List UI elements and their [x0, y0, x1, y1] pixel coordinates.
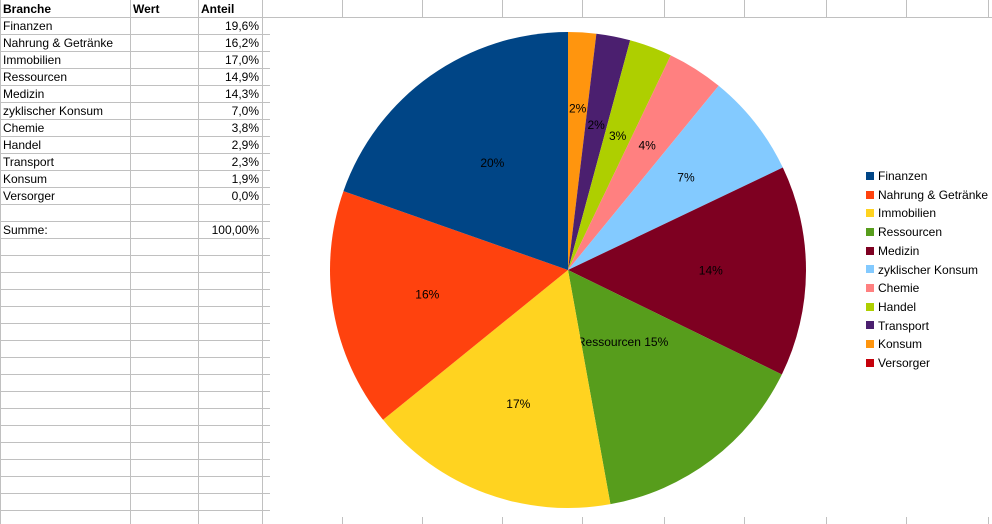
pie-data-label: 4%	[638, 138, 656, 152]
legend-item: Nahrung & Getränke	[866, 187, 988, 203]
branche-cell[interactable]: Chemie	[3, 121, 45, 135]
anteil-cell[interactable]: 0,0%	[231, 189, 259, 203]
anteil-cell[interactable]: 3,8%	[231, 121, 259, 135]
anteil-cell[interactable]: 7,0%	[231, 104, 259, 118]
legend-label: Chemie	[878, 281, 920, 296]
pie-slice-medizin[interactable]	[568, 167, 807, 375]
legend-item: zyklischer Konsum	[866, 262, 978, 278]
legend-item: Chemie	[866, 280, 919, 296]
anteil-cell[interactable]: 17,0%	[224, 53, 259, 67]
sum-value-cell[interactable]: 100,00%	[211, 223, 259, 237]
wert-header[interactable]: Wert	[133, 2, 160, 16]
pie-data-label: 17%	[506, 397, 530, 411]
legend-item: Versorger	[866, 355, 930, 371]
legend-item: Konsum	[866, 336, 922, 352]
anteil-cell[interactable]: 14,3%	[224, 87, 259, 101]
pie-data-label: 20%	[480, 156, 504, 170]
branche-cell[interactable]: Transport	[3, 155, 54, 169]
anteil-cell[interactable]: 2,3%	[231, 155, 259, 169]
legend-label: zyklischer Konsum	[878, 262, 979, 277]
legend-item: Handel	[866, 299, 916, 315]
legend-label: Nahrung & Getränke	[878, 187, 989, 202]
legend-label: Transport	[878, 318, 929, 333]
branche-cell[interactable]: Ressourcen	[3, 70, 68, 84]
anteil-cell[interactable]: 16,2%	[224, 36, 259, 50]
branche-cell[interactable]: zyklischer Konsum	[3, 104, 104, 118]
pie-slice-ressourcen[interactable]	[568, 270, 782, 505]
pie-slice-nahrung-getr-nke[interactable]	[330, 191, 568, 420]
branche-cell[interactable]: Immobilien	[3, 53, 62, 67]
pie-slice-chemie[interactable]	[568, 55, 719, 270]
anteil-cell[interactable]: 19,6%	[224, 19, 259, 33]
pie-data-label: 2%	[587, 118, 605, 132]
pie-data-label: 3%	[609, 129, 627, 143]
legend-swatch	[866, 209, 874, 218]
legend-item: Finanzen	[866, 168, 927, 184]
anteil-cell[interactable]: 14,9%	[224, 70, 259, 84]
legend-swatch	[866, 358, 874, 367]
legend-label: Versorger	[878, 356, 931, 370]
branche-cell[interactable]: Nahrung & Getränke	[3, 36, 114, 50]
legend-swatch	[866, 265, 874, 274]
legend-item: Medizin	[866, 243, 919, 259]
legend-item: Transport	[866, 318, 929, 334]
legend-swatch	[866, 171, 874, 180]
pie-data-label: 16%	[415, 287, 439, 301]
branche-cell[interactable]: Medizin	[3, 87, 45, 101]
legend-item: Ressourcen	[866, 224, 942, 240]
legend-swatch	[866, 246, 874, 255]
legend-label: Medizin	[878, 243, 920, 258]
pie-slice-zyklischer-konsum[interactable]	[568, 85, 783, 271]
branche-header[interactable]: Branche	[3, 2, 52, 16]
branche-cell[interactable]: Handel	[3, 138, 42, 152]
anteil-cell[interactable]: 1,9%	[231, 172, 259, 186]
legend-item: Immobilien	[866, 205, 936, 221]
legend-swatch	[866, 227, 874, 236]
legend-swatch	[866, 321, 874, 330]
pie-slice-finanzen[interactable]	[343, 32, 568, 270]
legend-swatch	[866, 302, 874, 311]
legend-label: Immobilien	[878, 206, 937, 221]
pie-slice-transport[interactable]	[568, 33, 631, 271]
legend-swatch	[866, 284, 874, 293]
legend-label: Handel	[878, 299, 917, 314]
legend-swatch	[866, 190, 874, 199]
anteil-cell[interactable]: 2,9%	[231, 138, 259, 152]
pie-slice-immobilien[interactable]	[383, 270, 611, 508]
pie-data-label: 7%	[677, 170, 695, 184]
legend-label: Konsum	[878, 337, 923, 352]
sum-label-cell[interactable]: Summe:	[3, 223, 48, 237]
pie-slice-konsum[interactable]	[568, 32, 597, 270]
legend-label: Finanzen	[878, 169, 928, 183]
pie-data-label: 14%	[699, 264, 723, 278]
anteil-header[interactable]: Anteil	[201, 2, 235, 16]
legend-swatch	[866, 340, 874, 349]
pie-slice-handel[interactable]	[568, 40, 671, 270]
branche-cell[interactable]: Finanzen	[3, 19, 53, 33]
branche-cell[interactable]: Konsum	[3, 172, 48, 186]
pie-data-label: 2%	[569, 101, 587, 115]
branche-cell[interactable]: Versorger	[3, 189, 56, 203]
legend-label: Ressourcen	[878, 225, 943, 240]
pie-data-label: Ressourcen 15%	[577, 335, 669, 349]
